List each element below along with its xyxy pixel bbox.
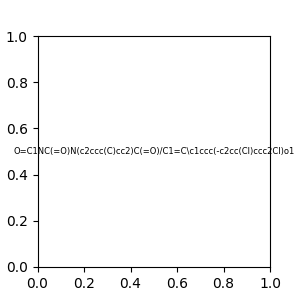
Text: O=C1NC(=O)N(c2ccc(C)cc2)C(=O)/C1=C\c1ccc(-c2cc(Cl)ccc2Cl)o1: O=C1NC(=O)N(c2ccc(C)cc2)C(=O)/C1=C\c1ccc… — [13, 147, 294, 156]
